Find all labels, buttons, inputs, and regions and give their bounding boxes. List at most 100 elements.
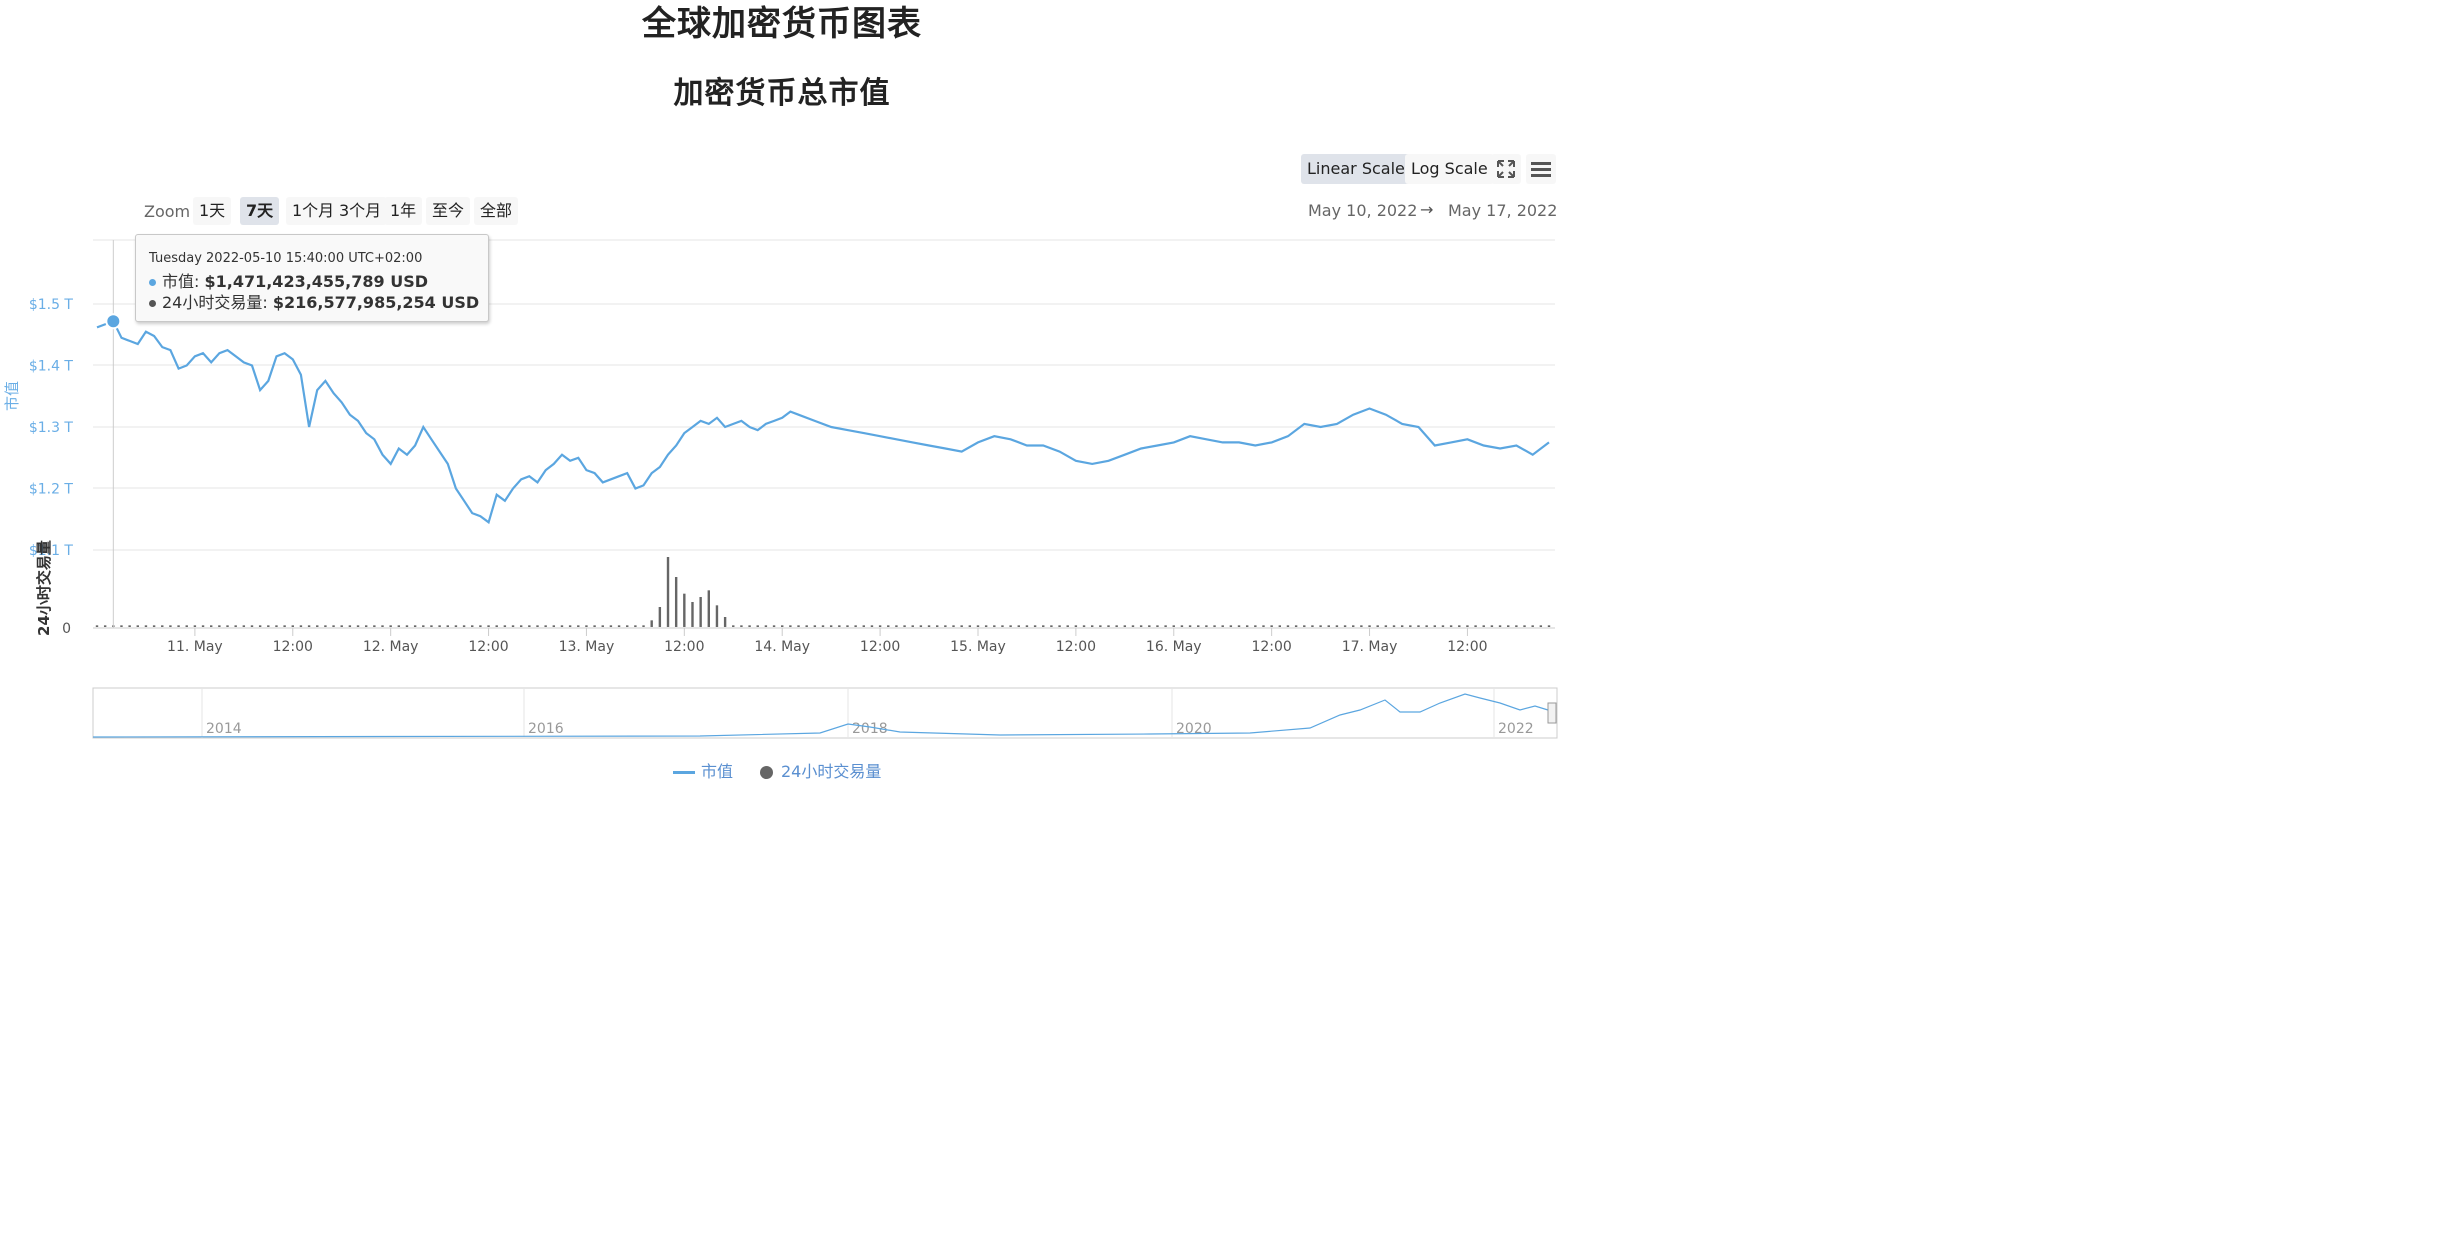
- range-to[interactable]: May 17, 2022: [1448, 201, 1558, 220]
- y-tick-label: $1.5 T: [29, 297, 74, 313]
- zoom-button-1[interactable]: 7天: [240, 197, 280, 225]
- volume-bar: [1441, 625, 1445, 627]
- log-scale-button[interactable]: Log Scale: [1405, 154, 1494, 184]
- volume-bar: [919, 625, 923, 627]
- navigator: 2014 2016 2018 2020 2022: [92, 687, 1558, 739]
- volume-bar: [1392, 625, 1396, 627]
- volume-bar: [1327, 625, 1330, 627]
- volume-bar: [593, 625, 596, 627]
- volume-bar: [952, 625, 955, 627]
- volume-bar: [316, 625, 319, 627]
- volume-bar: [120, 625, 123, 627]
- volume-bar: [405, 625, 409, 627]
- volume-bar: [1099, 625, 1102, 627]
- zoom-button-0[interactable]: 1天: [193, 197, 232, 225]
- y-tick-label: $1.1 T: [29, 543, 74, 559]
- volume-bar: [258, 625, 262, 627]
- volume-bar: [1205, 625, 1208, 627]
- volume-bar: [1409, 625, 1412, 627]
- zoom-button-2[interactable]: 1个月: [286, 197, 341, 225]
- volume-bar: [805, 625, 808, 627]
- volume-bar: [1074, 625, 1078, 627]
- zoom-button-4[interactable]: 1年: [384, 197, 423, 225]
- volume-bar: [1270, 625, 1273, 627]
- volume-bar: [846, 625, 849, 627]
- volume-bar: [1139, 625, 1143, 627]
- volume-bar: [381, 625, 384, 627]
- volume-bar: [275, 625, 278, 627]
- volume-bar: [699, 597, 702, 627]
- tooltip-volume: 24小时交易量: $216,577,985,254 USD: [149, 289, 479, 313]
- hamburger-menu-icon[interactable]: [1526, 154, 1556, 184]
- chart-title: 加密货币总市值: [673, 76, 891, 111]
- volume-bar: [324, 625, 327, 627]
- volume-bar: [430, 625, 433, 627]
- volume-bar: [927, 625, 931, 627]
- volume-bar: [332, 625, 335, 627]
- x-tick-label: 14. May: [754, 639, 810, 655]
- legend-item-volume[interactable]: 24小时交易量: [760, 758, 881, 782]
- volume-bar: [1417, 625, 1420, 627]
- volume-bar: [397, 625, 401, 627]
- volume-bar: [903, 625, 906, 627]
- hover-point: [105, 313, 122, 330]
- volume-bar: [1474, 625, 1477, 627]
- volume-bar: [911, 625, 914, 627]
- legend-market-cap-label: 市值: [701, 762, 734, 781]
- volume-bar: [1025, 625, 1029, 627]
- volume-bar: [454, 625, 458, 627]
- volume-bar: [169, 625, 172, 627]
- volume-bar: [1001, 625, 1004, 627]
- volume-bar: [1066, 625, 1069, 627]
- volume-bar: [626, 625, 629, 627]
- x-tick-label: 12:00: [273, 639, 313, 655]
- volume-bar: [862, 625, 865, 627]
- legend-item-market-cap[interactable]: 市值: [673, 758, 733, 782]
- volume-bar: [838, 625, 841, 627]
- volume-bar: [650, 620, 653, 627]
- x-tick-label: 15. May: [950, 639, 1006, 655]
- volume-bar: [577, 625, 580, 627]
- range-arrow: →: [1420, 200, 1434, 219]
- zoom-button-3[interactable]: 3个月: [333, 197, 388, 225]
- x-tick-label: 12:00: [860, 639, 900, 655]
- volume-bar: [1490, 625, 1494, 627]
- x-tick-label: 16. May: [1146, 639, 1202, 655]
- volume-bar: [1237, 625, 1241, 627]
- volume-bar: [1221, 625, 1224, 627]
- volume-bar: [291, 625, 294, 627]
- fullscreen-icon[interactable]: [1491, 154, 1521, 184]
- volume-bar: [617, 625, 621, 627]
- range-from[interactable]: May 10, 2022: [1308, 201, 1418, 220]
- volume-bar: [487, 625, 490, 627]
- volume-bar: [984, 625, 988, 627]
- volume-bar: [854, 625, 857, 627]
- volume-bar: [1466, 625, 1469, 627]
- volume-bar: [1197, 625, 1200, 627]
- volume-bar: [1156, 625, 1159, 627]
- page-title: 全球加密货币图表: [642, 4, 922, 44]
- volume-bar: [781, 625, 784, 627]
- tooltip-vol-label: 24小时交易量:: [162, 293, 273, 312]
- volume-bar: [756, 625, 759, 627]
- volume-bar: [136, 625, 139, 627]
- volume-bar: [210, 625, 213, 627]
- volume-bar: [1017, 625, 1020, 627]
- linear-scale-button[interactable]: Linear Scale: [1301, 154, 1411, 184]
- market-cap-line: [96, 319, 1550, 525]
- zoom-button-5[interactable]: 至今: [426, 197, 471, 225]
- volume-bar: [1458, 625, 1461, 627]
- volume-bar: [1058, 625, 1061, 627]
- x-tick-label: 12:00: [1251, 639, 1291, 655]
- volume-bar: [1050, 625, 1053, 627]
- volume-bar: [976, 625, 980, 627]
- volume-bar: [1523, 625, 1526, 627]
- navigator-tick-label: 2018: [852, 721, 888, 737]
- volume-bar: [1229, 625, 1233, 627]
- volume-bar: [503, 625, 507, 627]
- x-tick-label: 12:00: [1056, 639, 1096, 655]
- zoom-button-6[interactable]: 全部: [474, 197, 519, 225]
- volume-bar: [479, 625, 482, 627]
- volume-bar: [642, 625, 645, 627]
- market-cap-chart[interactable]: $1.1 T $1.2 T $1.3 T $1.4 T $1.5 T 0 11. May 1…: [0, 0, 1564, 800]
